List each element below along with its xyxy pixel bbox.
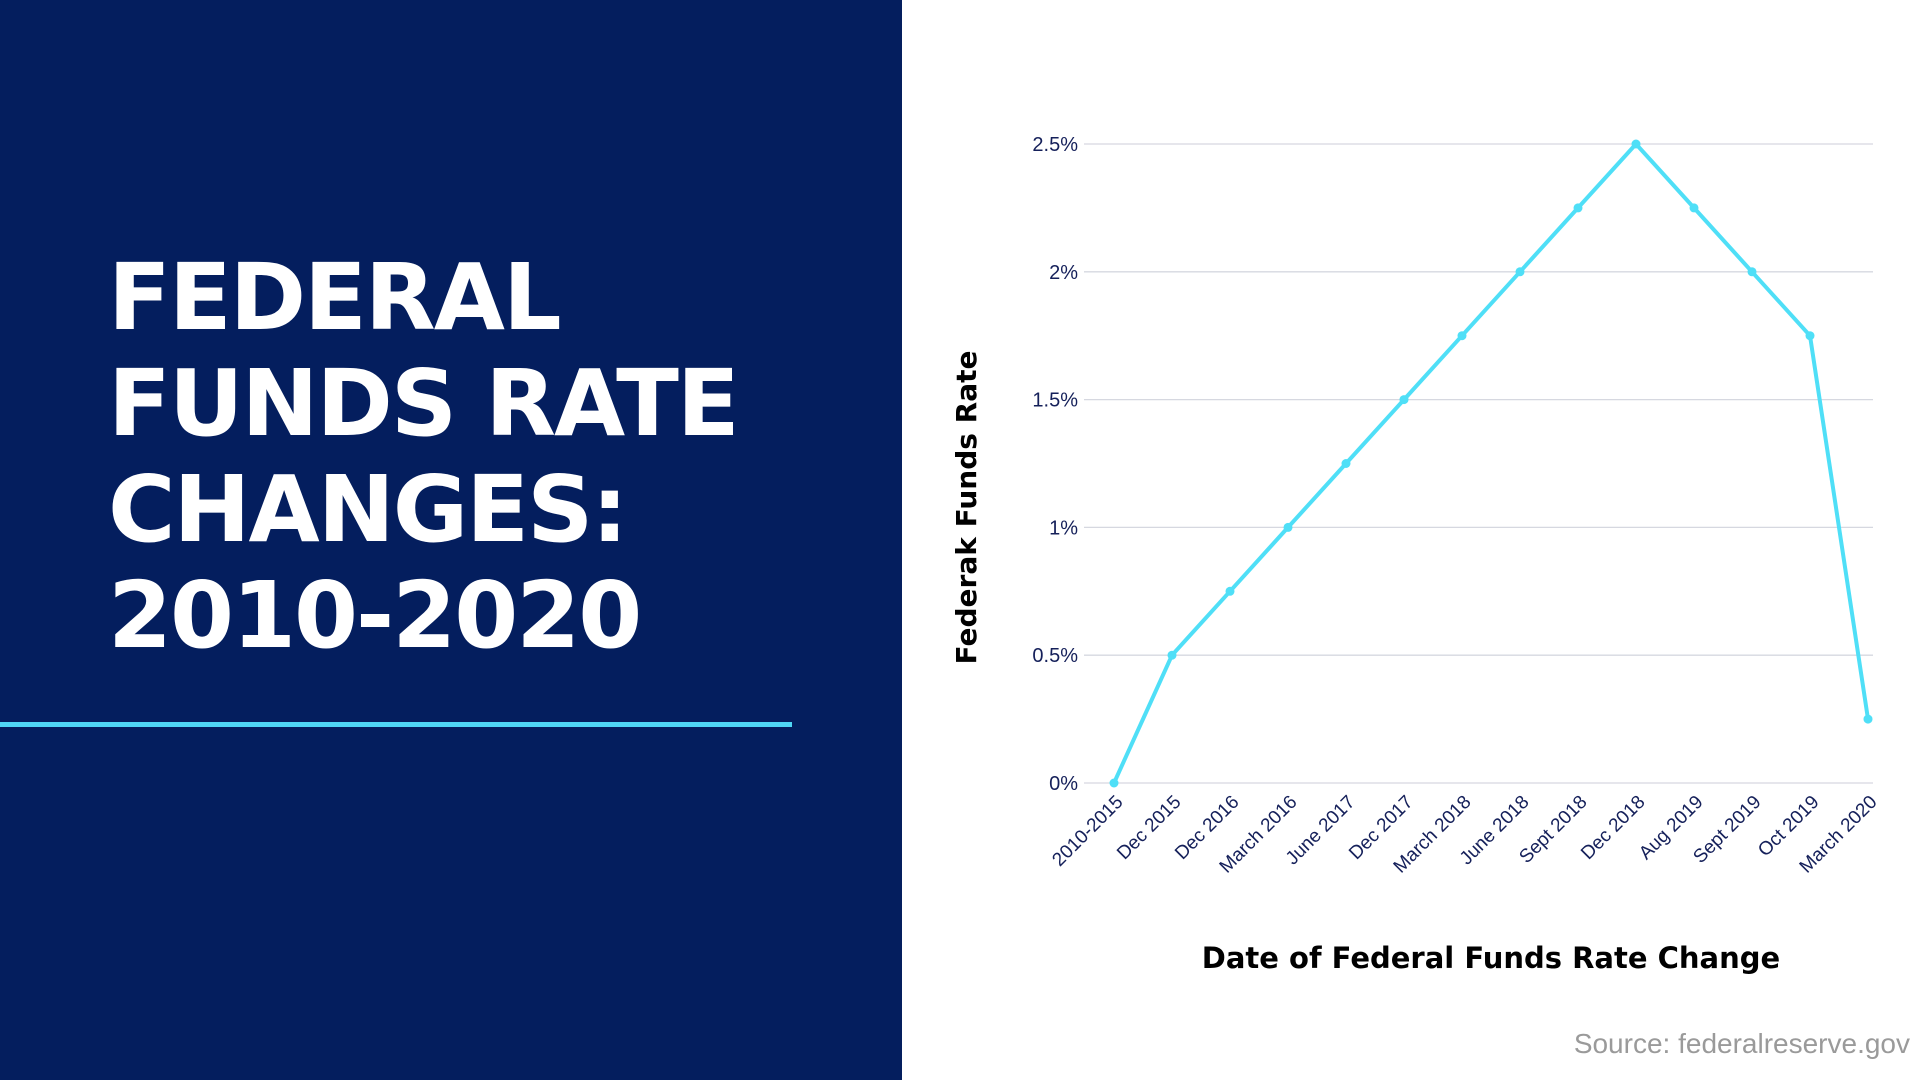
data-point: [1689, 203, 1699, 213]
data-point: [1283, 522, 1293, 532]
data-point: [1863, 714, 1873, 724]
title-divider: [0, 722, 792, 727]
y-tick-label: 0%: [1049, 773, 1078, 795]
data-point: [1341, 459, 1351, 468]
data-point: [1573, 203, 1583, 213]
data-point: [1457, 331, 1467, 341]
data-point: [1515, 267, 1525, 277]
source-note: Source: federalreserve.gov: [1573, 1028, 1910, 1059]
y-tick-label: 1.5%: [1032, 390, 1078, 412]
title-panel: FEDERAL FUNDS RATE CHANGES: 2010-2020: [0, 0, 902, 1080]
y-tick-label: 1%: [1049, 517, 1078, 539]
x-axis-title: Date of Federal Funds Rate Change: [1202, 941, 1780, 975]
y-axis-title: Federak Funds Rate: [950, 351, 983, 665]
page-title: FEDERAL FUNDS RATE CHANGES: 2010-2020: [108, 244, 740, 669]
data-point: [1805, 331, 1815, 341]
data-point: [1167, 650, 1177, 660]
data-point: [1109, 778, 1119, 788]
y-tick-label: 2%: [1049, 262, 1078, 284]
y-tick-label: 2.5%: [1032, 134, 1078, 156]
data-point: [1747, 267, 1757, 277]
chart-area: 0% 0.5% 1% 1.5% 2% 2.5% 2010-2015 Dec 2015 Dec 2…: [902, 0, 1920, 1080]
data-point: [1399, 395, 1409, 405]
data-point: [1225, 586, 1235, 596]
data-point: [1631, 139, 1641, 149]
y-tick-label: 0.5%: [1032, 645, 1078, 667]
series-line: [1112, 142, 1870, 785]
x-tick-label: 2010-2015: [1048, 792, 1127, 871]
